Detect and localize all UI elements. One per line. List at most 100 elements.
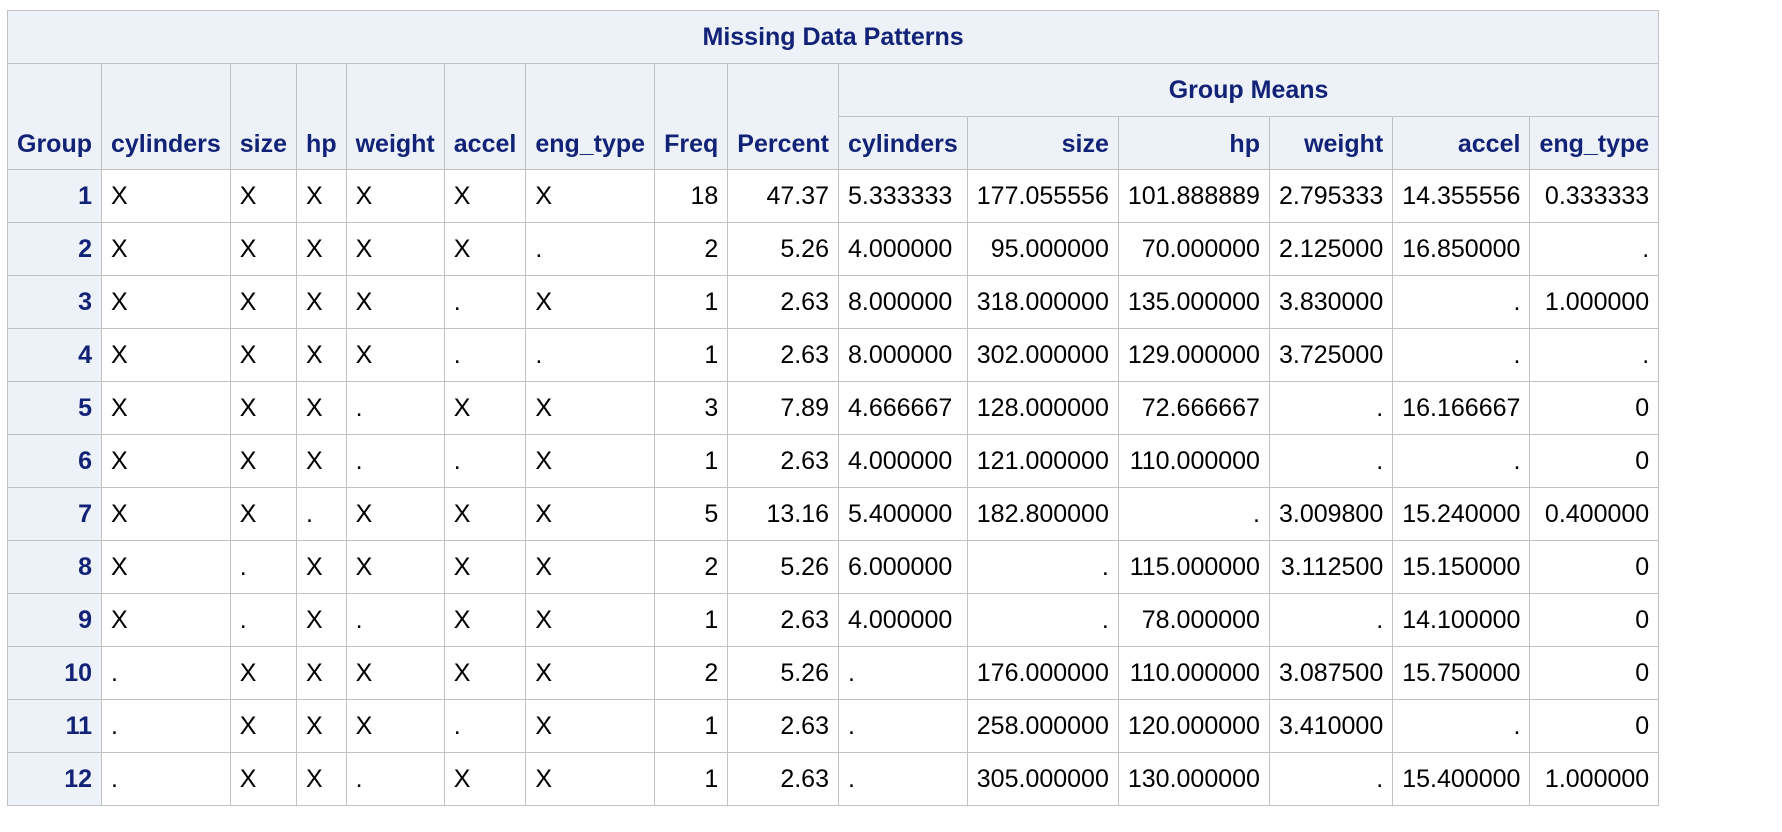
table-body: 1 X X X X X X 18 47.37 5.333333 177.055556 101.8888… <box>7 169 1660 806</box>
mean-cell-eng-type: 0 <box>1529 646 1660 700</box>
pattern-cell-cylinders: . <box>101 646 231 700</box>
group-number-cell: 11 <box>7 699 102 753</box>
col-header-freq: Freq <box>654 63 729 170</box>
percent-cell: 2.63 <box>727 275 839 329</box>
mean-cell-cylinders: 4.000000 <box>838 222 968 276</box>
col-header-accel: accel <box>443 63 527 170</box>
mean-cell-hp: . <box>1117 487 1270 541</box>
freq-cell: 1 <box>654 752 729 806</box>
mean-cell-size: 176.000000 <box>966 646 1119 700</box>
percent-cell: 47.37 <box>727 169 839 223</box>
table-row: 6 X X X.. X 1 2.63 4.000000 121.000000 110.000000… <box>7 434 1660 488</box>
pattern-cell-eng-type: X <box>525 381 656 435</box>
mean-cell-size: 95.000000 <box>966 222 1119 276</box>
pattern-cell-eng-type: X <box>525 646 656 700</box>
pattern-cell-weight: X <box>345 487 445 541</box>
pattern-cell-cylinders: . <box>101 752 231 806</box>
col-header-weight: weight <box>345 63 445 170</box>
pattern-cell-weight: . <box>345 752 445 806</box>
percent-cell: 13.16 <box>727 487 839 541</box>
group-number-cell: 1 <box>7 169 102 223</box>
pattern-cell-cylinders: X <box>101 540 231 594</box>
mean-cell-size: . <box>966 540 1119 594</box>
pattern-cell-weight: . <box>345 434 445 488</box>
mean-cell-hp: 110.000000 <box>1117 646 1270 700</box>
table-wrapper: Missing Data Patterns Group cylinders si… <box>6 10 1660 806</box>
freq-cell: 1 <box>654 593 729 647</box>
mean-header-size: size <box>966 116 1119 170</box>
missing-data-patterns-table: Missing Data Patterns Group cylinders si… <box>6 10 1660 806</box>
mean-cell-size: 305.000000 <box>966 752 1119 806</box>
mean-cell-weight: . <box>1268 381 1394 435</box>
mean-cell-cylinders: 5.333333 <box>838 169 968 223</box>
freq-cell: 1 <box>654 275 729 329</box>
mean-header-cylinders: cylinders <box>838 116 968 170</box>
pattern-cell-accel: . <box>443 328 527 382</box>
percent-cell: 2.63 <box>727 593 839 647</box>
percent-cell: 7.89 <box>727 381 839 435</box>
pattern-cell-accel: . <box>443 434 527 488</box>
mean-cell-hp: 72.666667 <box>1117 381 1270 435</box>
pattern-cell-eng-type: . <box>525 222 656 276</box>
mean-cell-accel: 15.240000 <box>1392 487 1531 541</box>
mean-cell-cylinders: 6.000000 <box>838 540 968 594</box>
title-row: Missing Data Patterns <box>6 10 1660 64</box>
group-number-cell: 3 <box>7 275 102 329</box>
mean-cell-eng-type: . <box>1529 222 1660 276</box>
table-row: 8 X. X X X X 2 5.26 6.000000. 115.000000 3.112500 1… <box>7 540 1660 594</box>
mean-cell-eng-type: 0 <box>1529 699 1660 753</box>
mean-header-eng-type: eng_type <box>1529 116 1660 170</box>
pattern-cell-hp: X <box>296 169 347 223</box>
pattern-cell-weight: X <box>345 222 445 276</box>
freq-cell: 5 <box>654 487 729 541</box>
percent-cell: 2.63 <box>727 752 839 806</box>
pattern-cell-cylinders: X <box>101 275 231 329</box>
mean-cell-size: . <box>966 593 1119 647</box>
pattern-cell-hp: X <box>296 222 347 276</box>
mean-cell-weight: . <box>1268 752 1394 806</box>
group-number-cell: 5 <box>7 381 102 435</box>
col-header-hp: hp <box>296 63 347 170</box>
pattern-cell-hp: X <box>296 540 347 594</box>
pattern-cell-eng-type: . <box>525 328 656 382</box>
group-number-cell: 6 <box>7 434 102 488</box>
mean-cell-hp: 70.000000 <box>1117 222 1270 276</box>
pattern-cell-weight: . <box>345 381 445 435</box>
pattern-cell-accel: X <box>443 222 527 276</box>
mean-cell-accel: . <box>1392 275 1531 329</box>
mean-cell-hp: 135.000000 <box>1117 275 1270 329</box>
mean-cell-eng-type: 0 <box>1529 434 1660 488</box>
percent-cell: 5.26 <box>727 222 839 276</box>
mean-header-weight: weight <box>1268 116 1394 170</box>
mean-cell-hp: 120.000000 <box>1117 699 1270 753</box>
mean-cell-accel: . <box>1392 699 1531 753</box>
pattern-cell-hp: X <box>296 328 347 382</box>
pattern-cell-size: X <box>229 487 298 541</box>
pattern-cell-cylinders: X <box>101 169 231 223</box>
pattern-cell-cylinders: X <box>101 381 231 435</box>
mean-cell-size: 182.800000 <box>966 487 1119 541</box>
mean-cell-weight: 2.795333 <box>1268 169 1394 223</box>
freq-cell: 1 <box>654 434 729 488</box>
mean-cell-accel: 15.750000 <box>1392 646 1531 700</box>
percent-cell: 5.26 <box>727 646 839 700</box>
pattern-cell-hp: X <box>296 699 347 753</box>
group-number-cell: 8 <box>7 540 102 594</box>
pattern-cell-cylinders: X <box>101 593 231 647</box>
group-number-cell: 9 <box>7 593 102 647</box>
pattern-cell-accel: X <box>443 593 527 647</box>
mean-cell-weight: 3.410000 <box>1268 699 1394 753</box>
pattern-cell-weight: X <box>345 328 445 382</box>
pattern-cell-size: X <box>229 646 298 700</box>
table-row: 9 X. X. X X 1 2.63 4.000000. 78.000000. 14.100000… <box>7 593 1660 647</box>
table-row: 1 X X X X X X 18 47.37 5.333333 177.055556 101.8888… <box>7 169 1660 223</box>
group-number-cell: 2 <box>7 222 102 276</box>
group-means-header: Group Means <box>837 63 1660 117</box>
freq-cell: 2 <box>654 540 729 594</box>
pattern-cell-eng-type: X <box>525 434 656 488</box>
pattern-cell-hp: X <box>296 275 347 329</box>
mean-cell-weight: 2.125000 <box>1268 222 1394 276</box>
mean-cell-weight: . <box>1268 593 1394 647</box>
mean-cell-weight: . <box>1268 434 1394 488</box>
pattern-cell-accel: . <box>443 699 527 753</box>
